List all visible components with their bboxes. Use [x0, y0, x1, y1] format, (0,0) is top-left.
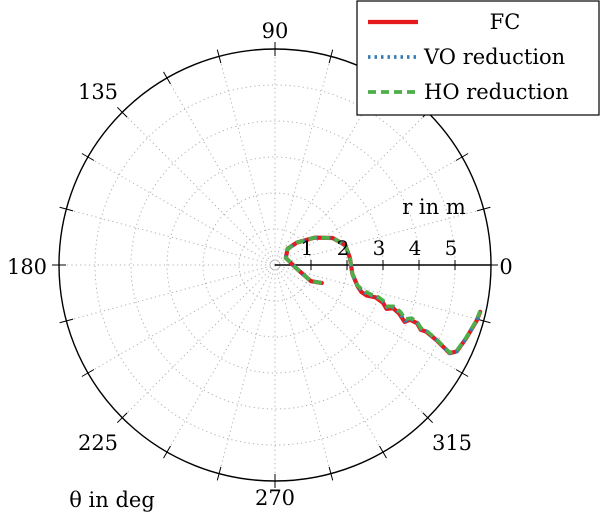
r-tick-label: 2 [337, 236, 350, 260]
theta-tick-mark [163, 445, 171, 459]
legend-label: HO reduction [424, 80, 569, 104]
theta-tick-label: 135 [78, 80, 118, 104]
theta-tick-mark [328, 466, 334, 481]
grid-spoke [274, 264, 384, 453]
theta-tick-mark [59, 206, 74, 212]
theta-tick-label: 270 [255, 486, 295, 510]
grid-spoke [274, 156, 463, 266]
theta-tick-mark [455, 369, 469, 377]
tick-labels: 0 90 135 180 225 270 315 1 2 3 4 5 r in m θ in deg [7, 19, 513, 512]
theta-tick-mark [476, 206, 491, 212]
legend-label: VO reduction [423, 45, 565, 69]
grid-spoke [274, 77, 384, 266]
theta-tick-mark [116, 106, 128, 118]
theta-tick-mark [328, 49, 334, 64]
legend: FC VO reduction HO reduction [356, 0, 600, 116]
r-tick-label: 4 [409, 236, 422, 260]
theta-axis-label: θ in deg [69, 488, 155, 512]
polar-axes [52, 42, 498, 488]
theta-tick-mark [163, 71, 171, 85]
series-ho-reduction-line [283, 235, 482, 355]
grid-spoke [274, 56, 332, 266]
theta-tick-mark [379, 445, 387, 459]
grid-spoke [274, 264, 429, 419]
theta-tick-mark [116, 412, 128, 424]
series-layer [283, 235, 483, 356]
r-tick-label: 1 [301, 236, 314, 260]
r-tick-label: 5 [445, 236, 458, 260]
grid-spoke [121, 264, 276, 419]
r-axis-label: r in m [402, 195, 466, 219]
grid-spoke [274, 208, 484, 266]
grid-spoke [218, 56, 276, 266]
theta-tick-label: 225 [78, 431, 118, 455]
r-tick-label: 3 [373, 236, 386, 260]
theta-tick-label: 90 [262, 19, 289, 43]
grid-spoke [274, 264, 332, 474]
theta-tick-mark [216, 49, 222, 64]
grid-spoke [66, 208, 276, 266]
theta-tick-label: 315 [432, 431, 472, 455]
theta-tick-label: 0 [499, 255, 512, 279]
grid-spoke [87, 264, 276, 374]
grid-spoke [87, 156, 276, 266]
grid-spoke [274, 264, 484, 322]
grid-spoke [166, 77, 276, 266]
theta-tick-mark [422, 412, 434, 424]
theta-tick-mark [81, 153, 95, 161]
legend-label: FC [490, 10, 521, 34]
grid-spoke [66, 264, 276, 322]
grid-spoke [274, 264, 463, 374]
grid-spoke [218, 264, 276, 474]
theta-tick-mark [59, 318, 74, 324]
grid-spoke [121, 111, 276, 266]
theta-tick-mark [81, 369, 95, 377]
theta-tick-mark [216, 466, 222, 481]
theta-tick-label: 180 [7, 255, 47, 279]
grid-spoke [166, 264, 276, 453]
theta-tick-mark [455, 153, 469, 161]
